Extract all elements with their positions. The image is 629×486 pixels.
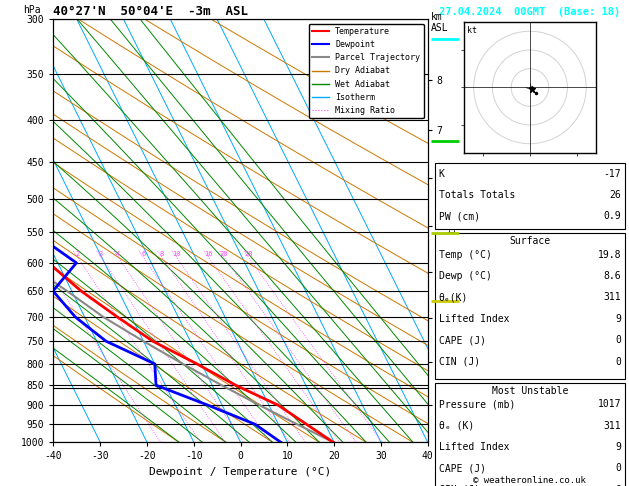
Text: 40°27'N  50°04'E  -3m  ASL: 40°27'N 50°04'E -3m ASL <box>53 5 248 18</box>
Text: © weatheronline.co.uk: © weatheronline.co.uk <box>474 476 586 485</box>
Text: θₑ (K): θₑ (K) <box>439 421 474 431</box>
Text: 19.8: 19.8 <box>598 250 621 260</box>
Text: 16: 16 <box>204 251 213 257</box>
Text: θₑ(K): θₑ(K) <box>439 293 468 302</box>
Y-axis label: Mixing Ratio (g/kg): Mixing Ratio (g/kg) <box>448 175 458 287</box>
Text: K: K <box>439 169 445 178</box>
Text: 0: 0 <box>615 357 621 366</box>
Text: 311: 311 <box>603 293 621 302</box>
Text: 3: 3 <box>99 251 103 257</box>
Text: Dewp (°C): Dewp (°C) <box>439 271 492 281</box>
Text: LCL: LCL <box>435 384 450 393</box>
Text: 0: 0 <box>615 335 621 345</box>
Text: -17: -17 <box>603 169 621 178</box>
Legend: Temperature, Dewpoint, Parcel Trajectory, Dry Adiabat, Wet Adiabat, Isotherm, Mi: Temperature, Dewpoint, Parcel Trajectory… <box>309 24 423 118</box>
Text: kt: kt <box>467 26 477 35</box>
Text: 20: 20 <box>220 251 228 257</box>
Text: km
ASL: km ASL <box>431 12 448 33</box>
Text: Lifted Index: Lifted Index <box>439 442 509 452</box>
Text: 1017: 1017 <box>598 399 621 409</box>
Text: 9: 9 <box>615 314 621 324</box>
Text: CAPE (J): CAPE (J) <box>439 335 486 345</box>
Text: 0: 0 <box>615 485 621 486</box>
Text: 8: 8 <box>160 251 164 257</box>
Text: 4: 4 <box>116 251 120 257</box>
Bar <box>435 383 625 486</box>
Text: CIN (J): CIN (J) <box>439 485 480 486</box>
Text: 0.9: 0.9 <box>603 211 621 221</box>
Text: 9: 9 <box>615 442 621 452</box>
Text: 0: 0 <box>615 464 621 473</box>
Text: Pressure (mb): Pressure (mb) <box>439 399 515 409</box>
Text: hPa: hPa <box>23 5 41 15</box>
Text: Surface: Surface <box>509 236 550 246</box>
Text: 10: 10 <box>172 251 181 257</box>
Text: Most Unstable: Most Unstable <box>492 386 568 396</box>
Bar <box>435 163 625 229</box>
Text: 311: 311 <box>603 421 621 431</box>
Text: PW (cm): PW (cm) <box>439 211 480 221</box>
Text: 28: 28 <box>244 251 252 257</box>
Text: CAPE (J): CAPE (J) <box>439 464 486 473</box>
X-axis label: Dewpoint / Temperature (°C): Dewpoint / Temperature (°C) <box>150 467 331 477</box>
Text: 2: 2 <box>75 251 79 257</box>
Text: Temp (°C): Temp (°C) <box>439 250 492 260</box>
Bar <box>435 233 625 379</box>
Text: 8.6: 8.6 <box>603 271 621 281</box>
Text: 6: 6 <box>141 251 145 257</box>
Text: Totals Totals: Totals Totals <box>439 190 515 200</box>
Text: 27.04.2024  00GMT  (Base: 18): 27.04.2024 00GMT (Base: 18) <box>439 7 621 17</box>
Text: CIN (J): CIN (J) <box>439 357 480 366</box>
Text: Lifted Index: Lifted Index <box>439 314 509 324</box>
Text: 26: 26 <box>610 190 621 200</box>
